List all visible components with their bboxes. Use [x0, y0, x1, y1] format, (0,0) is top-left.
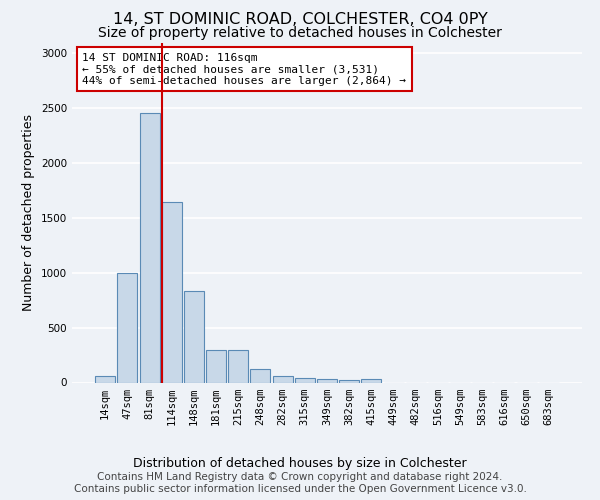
Y-axis label: Number of detached properties: Number of detached properties	[22, 114, 35, 311]
Bar	[361, 379, 382, 382]
Text: Distribution of detached houses by size in Colchester: Distribution of detached houses by size …	[133, 458, 467, 470]
Bar	[228, 350, 248, 382]
Text: 14, ST DOMINIC ROAD, COLCHESTER, CO4 0PY: 14, ST DOMINIC ROAD, COLCHESTER, CO4 0PY	[113, 12, 487, 28]
Bar	[162, 202, 182, 382]
Bar	[118, 273, 137, 382]
Bar	[250, 370, 271, 382]
Bar	[140, 112, 160, 382]
Text: Size of property relative to detached houses in Colchester: Size of property relative to detached ho…	[98, 26, 502, 40]
Bar	[95, 376, 115, 382]
Bar	[317, 378, 337, 382]
Bar	[272, 376, 293, 382]
Bar	[206, 350, 226, 382]
Bar	[339, 380, 359, 382]
Bar	[184, 292, 204, 382]
Bar	[295, 378, 315, 382]
Text: 14 ST DOMINIC ROAD: 116sqm
← 55% of detached houses are smaller (3,531)
44% of s: 14 ST DOMINIC ROAD: 116sqm ← 55% of deta…	[82, 52, 406, 86]
Text: Contains HM Land Registry data © Crown copyright and database right 2024.
Contai: Contains HM Land Registry data © Crown c…	[74, 472, 526, 494]
